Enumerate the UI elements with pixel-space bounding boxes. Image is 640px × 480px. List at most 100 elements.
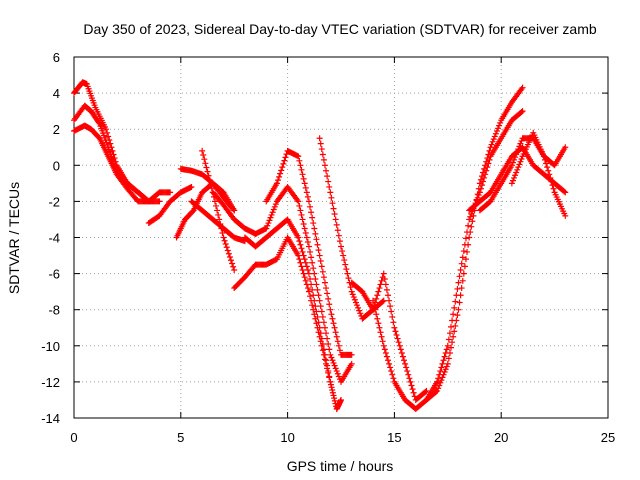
data-point xyxy=(518,155,525,162)
data-point xyxy=(319,151,326,158)
data-point xyxy=(399,353,406,360)
data-point xyxy=(224,247,231,254)
data-point xyxy=(324,173,331,180)
data-point xyxy=(456,299,463,306)
data-point xyxy=(204,168,211,175)
data-point xyxy=(305,198,312,205)
data-point xyxy=(340,252,347,259)
data-point xyxy=(312,230,319,237)
data-point xyxy=(318,146,325,153)
data-point xyxy=(442,350,449,357)
data-point xyxy=(307,203,314,210)
data-point xyxy=(465,222,472,229)
series-track-2 xyxy=(71,102,163,205)
data-point xyxy=(333,221,340,228)
data-point xyxy=(401,357,408,364)
data-point xyxy=(466,234,473,241)
tick-layer: 0 5 10 15 20 25 -14 -12 -10 -8 -6 -4 -2 0 2 4 6 xyxy=(41,50,615,445)
data-point xyxy=(348,351,355,358)
data-point xyxy=(448,344,455,351)
series-track-1 xyxy=(71,79,174,205)
data-point xyxy=(325,340,332,347)
data-point xyxy=(336,347,343,354)
data-point xyxy=(410,389,417,396)
data-point xyxy=(295,153,302,160)
data-point xyxy=(561,188,568,195)
data-point xyxy=(517,140,524,147)
data-point xyxy=(105,133,112,140)
y-tick-label: -10 xyxy=(41,339,60,354)
data-point xyxy=(318,263,325,270)
series-track-15 xyxy=(348,270,430,403)
data-point xyxy=(454,285,461,292)
data-point xyxy=(374,292,381,299)
series-track-11 xyxy=(241,216,344,412)
data-point xyxy=(391,324,398,331)
data-point xyxy=(227,257,234,264)
data-point xyxy=(330,205,337,212)
data-point xyxy=(384,292,391,299)
data-point xyxy=(461,263,468,270)
data-point xyxy=(466,216,473,223)
data-point xyxy=(316,324,323,331)
data-point xyxy=(480,178,487,185)
data-point xyxy=(326,346,333,353)
data-point xyxy=(323,285,330,292)
data-point xyxy=(301,274,308,281)
data-point xyxy=(229,260,236,267)
data-point xyxy=(341,257,348,264)
data-point xyxy=(309,302,316,309)
data-point xyxy=(462,235,469,242)
data-point xyxy=(323,357,330,364)
data-point xyxy=(334,227,341,234)
data-point xyxy=(297,162,304,169)
x-tick-label: 10 xyxy=(280,430,294,445)
data-point xyxy=(443,346,450,353)
data-point xyxy=(371,302,378,309)
data-point xyxy=(395,339,402,346)
data-point xyxy=(299,266,306,273)
data-point xyxy=(434,387,441,394)
data-point xyxy=(225,250,232,257)
data-point xyxy=(438,364,445,371)
data-point xyxy=(348,360,355,367)
data-point xyxy=(376,285,383,292)
data-point xyxy=(215,211,222,218)
data-point xyxy=(380,270,387,277)
data-point xyxy=(328,354,335,361)
data-point xyxy=(231,207,238,214)
data-point xyxy=(327,378,334,385)
data-point xyxy=(373,311,380,318)
data-point xyxy=(338,243,344,250)
data-point xyxy=(300,252,307,259)
data-point xyxy=(405,371,412,378)
data-point xyxy=(309,259,316,266)
series-track-18 xyxy=(434,108,526,385)
y-tick-label: 0 xyxy=(53,158,60,173)
data-point xyxy=(458,260,465,267)
data-point xyxy=(515,164,522,171)
data-point xyxy=(301,256,308,263)
data-point xyxy=(327,381,334,388)
data-point xyxy=(332,365,339,372)
data-point xyxy=(216,216,223,223)
data-point xyxy=(273,180,280,187)
data-point xyxy=(344,270,351,277)
data-point xyxy=(311,297,318,304)
data-point xyxy=(318,308,325,315)
data-point xyxy=(317,330,324,337)
data-point xyxy=(310,306,317,313)
data-point xyxy=(451,328,458,335)
data-point xyxy=(297,259,304,266)
data-point xyxy=(474,194,481,201)
data-point xyxy=(562,144,569,151)
data-point xyxy=(396,342,403,349)
data-point xyxy=(449,339,456,346)
data-point xyxy=(315,319,322,326)
data-point xyxy=(329,389,336,396)
data-point xyxy=(384,357,391,364)
data-point xyxy=(330,359,337,366)
x-tick-label: 25 xyxy=(601,430,615,445)
series-track-8 xyxy=(199,147,238,273)
data-point xyxy=(357,310,364,317)
